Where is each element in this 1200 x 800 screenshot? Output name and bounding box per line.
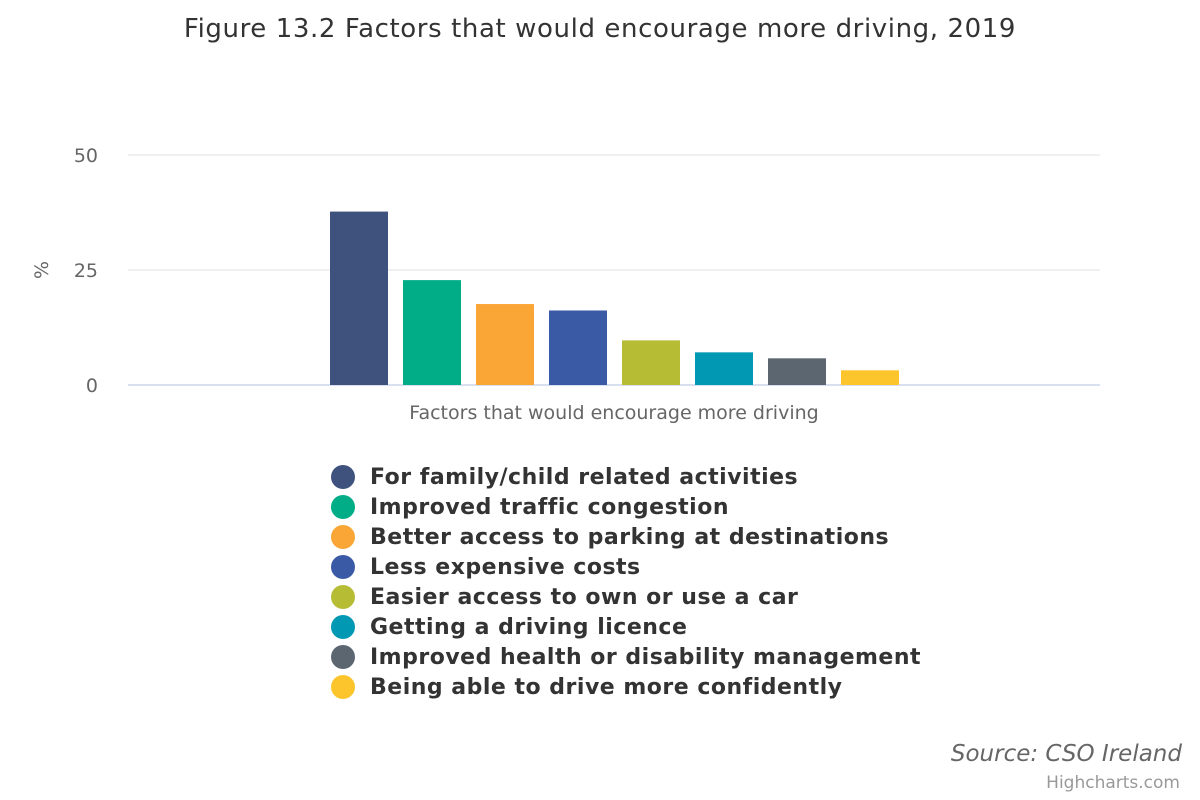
bar-series-6[interactable] (695, 352, 753, 385)
highcharts-credit[interactable]: Highcharts.com (1046, 773, 1180, 793)
chart-title: Figure 13.2 Factors that would encourage… (183, 14, 1017, 44)
legend-item[interactable]: Less expensive costs (331, 552, 921, 582)
legend-swatch (331, 525, 355, 549)
bar-series-4[interactable] (549, 310, 607, 385)
legend-label: Better access to parking at destinations (370, 524, 890, 550)
y-tick-label: 50 (74, 145, 98, 167)
grid-lines (128, 154, 1100, 386)
legend-swatch (331, 675, 355, 699)
legend-item[interactable]: Getting a driving licence (331, 612, 921, 642)
legend: For family/child related activities Impro… (331, 462, 921, 702)
legend-label: Improved traffic congestion (370, 494, 730, 520)
legend-label: Getting a driving licence (370, 614, 688, 640)
legend-item[interactable]: Improved traffic congestion (331, 492, 921, 522)
legend-item[interactable]: For family/child related activities (331, 462, 921, 492)
x-axis-label: Factors that would encourage more drivin… (409, 402, 818, 424)
legend-swatch (331, 645, 355, 669)
legend-label: Easier access to own or use a car (370, 584, 799, 610)
bar-series-8[interactable] (841, 370, 899, 385)
legend-swatch (331, 465, 355, 489)
y-axis-ticks: 0 25 50 (74, 145, 98, 397)
legend-label: Improved health or disability management (370, 644, 922, 670)
legend-label: For family/child related activities (370, 464, 799, 490)
y-tick-label: 0 (86, 375, 98, 397)
legend-label: Being able to drive more confidently (370, 674, 843, 700)
bar-series-7[interactable] (768, 358, 826, 385)
chart-plot: 0 25 50 % Factors that would encourage mor… (31, 145, 1100, 424)
bar-series-5[interactable] (622, 340, 680, 385)
legend-swatch (331, 555, 355, 579)
legend-label: Less expensive costs (370, 554, 641, 580)
y-axis-label: % (31, 261, 53, 279)
legend-swatch (331, 585, 355, 609)
legend-item[interactable]: Easier access to own or use a car (331, 582, 921, 612)
legend-item[interactable]: Improved health or disability management (331, 642, 921, 672)
bar-series-3[interactable] (476, 304, 534, 385)
y-tick-label: 25 (74, 260, 98, 282)
bar-series-1[interactable] (330, 211, 388, 385)
legend-swatch (331, 495, 355, 519)
legend-item[interactable]: Better access to parking at destinations (331, 522, 921, 552)
legend-swatch (331, 615, 355, 639)
legend-item[interactable]: Being able to drive more confidently (331, 672, 921, 702)
bar-series-2[interactable] (403, 280, 461, 385)
source-credit: Source: CSO Ireland (950, 741, 1182, 767)
bars (330, 211, 899, 385)
